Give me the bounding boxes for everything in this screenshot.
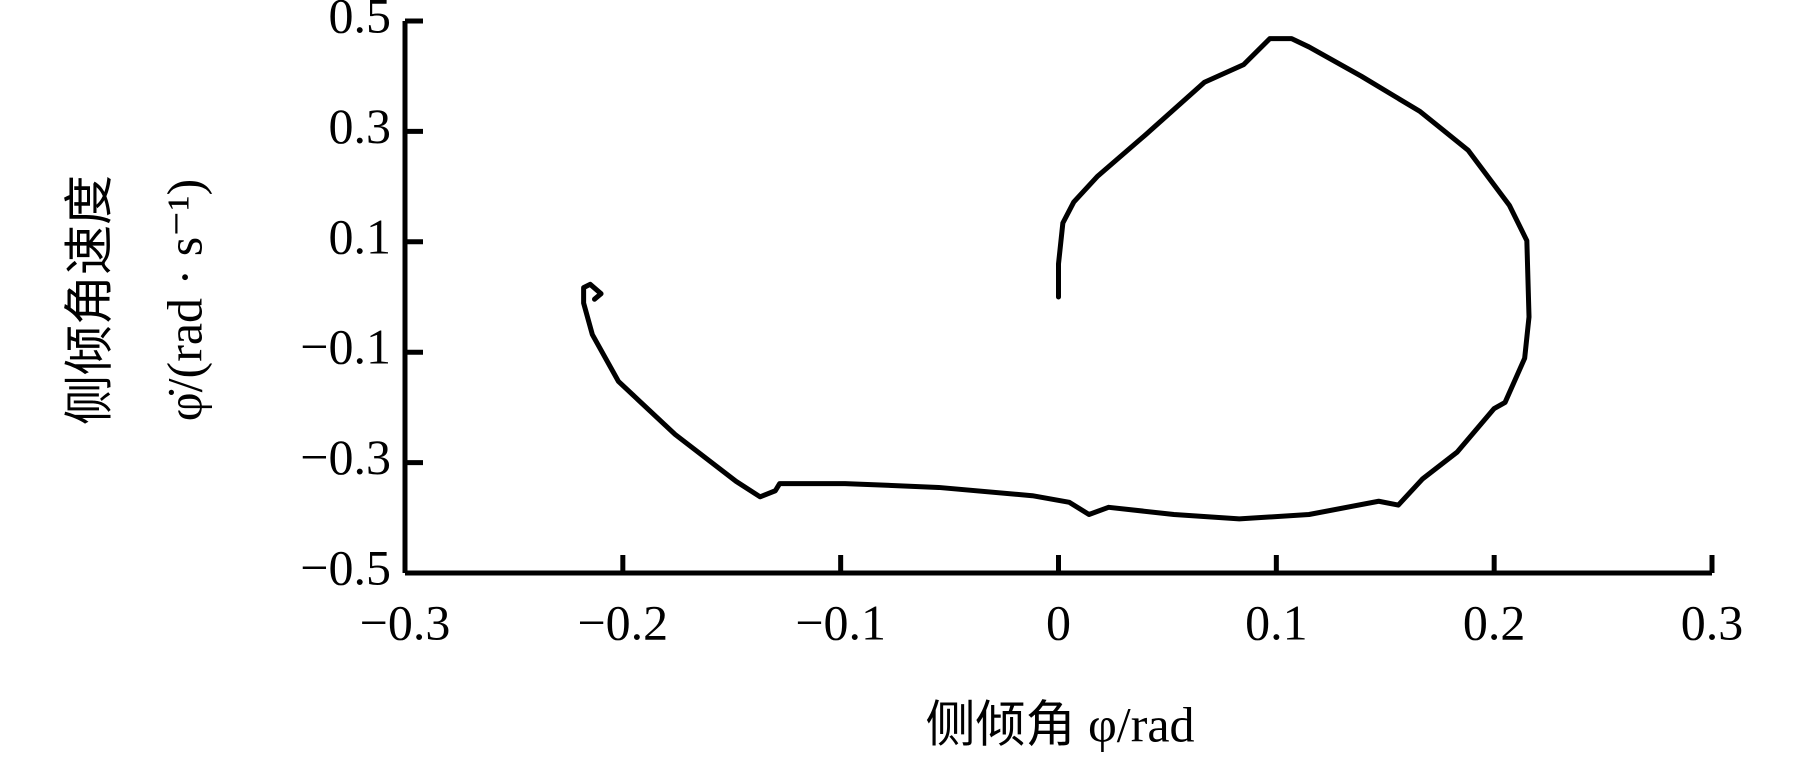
x-tick-label: 0.2 xyxy=(1463,594,1526,650)
y-tick-label: 0.3 xyxy=(329,98,392,154)
y-axis-label-group: 侧倾角速度 φ̇/(rad · s⁻¹) xyxy=(61,175,212,425)
y-tick-label: 0.1 xyxy=(329,208,392,264)
x-tick-label: 0.3 xyxy=(1681,594,1744,650)
y-tick-label: 0.5 xyxy=(329,0,392,43)
x-tick-label: −0.2 xyxy=(577,594,668,650)
y-tick-label: −0.5 xyxy=(300,539,391,595)
trajectory-line xyxy=(581,36,1532,522)
y-axis-label: φ̇/(rad · s⁻¹) xyxy=(156,179,212,421)
y-tick-label: −0.1 xyxy=(300,319,391,375)
x-tick-label: 0 xyxy=(1046,594,1071,650)
x-tick-label: 0.1 xyxy=(1245,594,1308,650)
y-axis-label: 侧倾角速度 xyxy=(61,175,117,425)
x-axis-label: 侧倾角 φ/rad xyxy=(925,696,1194,752)
y-tick-label: −0.3 xyxy=(300,429,391,485)
x-tick-label: −0.1 xyxy=(795,594,886,650)
x-tick-label: −0.3 xyxy=(360,594,451,650)
